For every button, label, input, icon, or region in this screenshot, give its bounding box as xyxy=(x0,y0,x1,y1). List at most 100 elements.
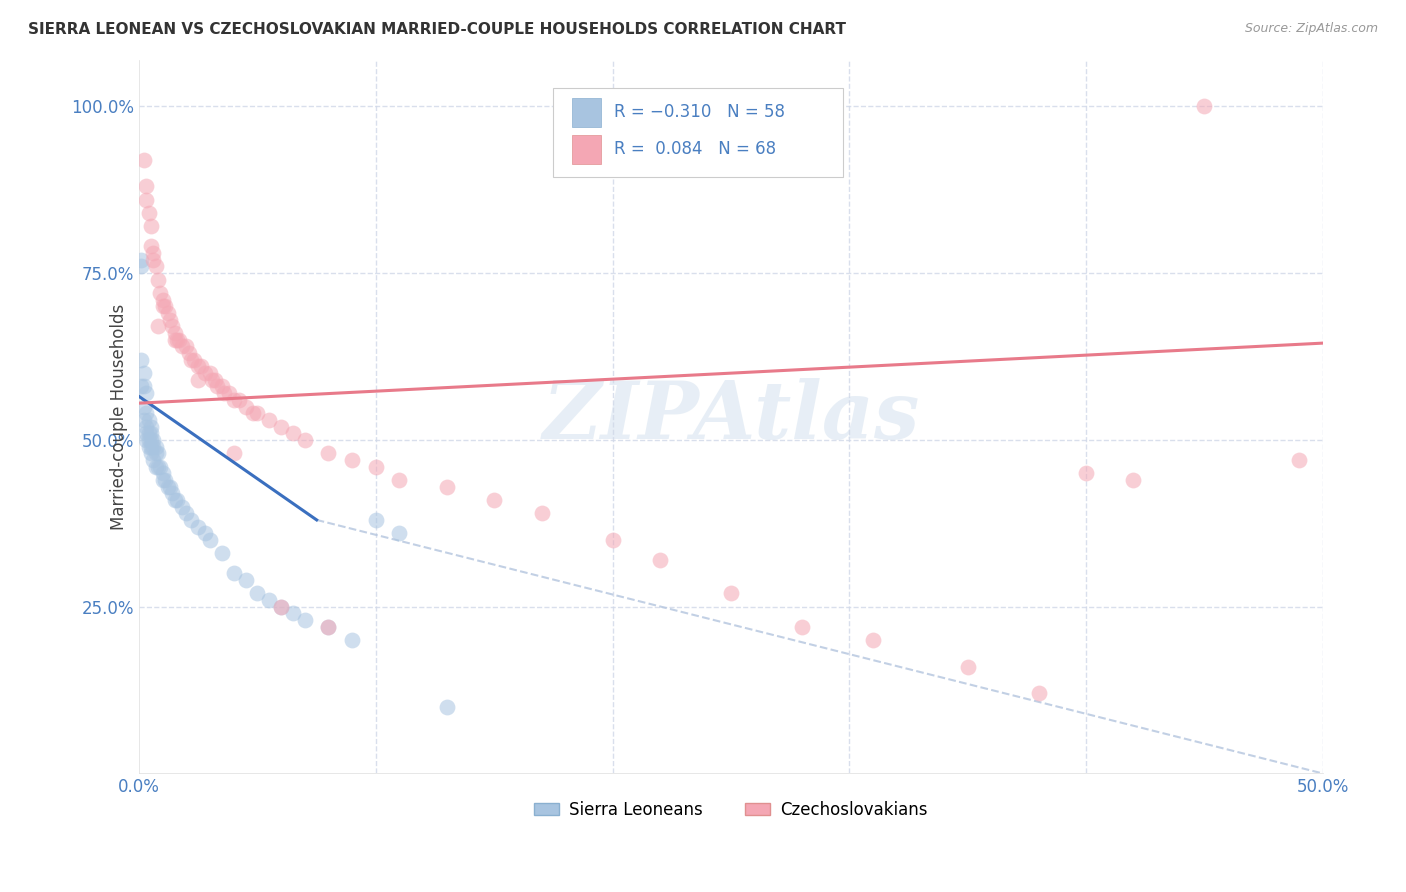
Point xyxy=(235,573,257,587)
Point xyxy=(159,312,181,326)
Point xyxy=(790,620,813,634)
Point xyxy=(145,459,167,474)
Point xyxy=(138,433,160,447)
Point xyxy=(187,359,209,374)
Point xyxy=(149,286,172,301)
Point xyxy=(187,519,209,533)
Point xyxy=(270,599,292,614)
Point xyxy=(139,433,162,447)
Point xyxy=(138,440,160,454)
Point xyxy=(170,339,193,353)
Point xyxy=(530,506,553,520)
Point xyxy=(135,419,157,434)
Point xyxy=(146,273,169,287)
Point xyxy=(235,400,257,414)
Point xyxy=(259,413,281,427)
Point xyxy=(720,586,742,600)
Point xyxy=(131,379,153,393)
Point xyxy=(259,593,281,607)
Point xyxy=(281,426,304,441)
Point xyxy=(1028,686,1050,700)
Point xyxy=(131,252,153,267)
Point xyxy=(176,339,198,353)
Point xyxy=(340,453,363,467)
Point xyxy=(270,599,292,614)
Point xyxy=(163,326,186,340)
Point xyxy=(132,366,155,380)
Point xyxy=(228,392,250,407)
Point xyxy=(183,352,205,367)
Point xyxy=(159,479,181,493)
Point xyxy=(205,379,228,393)
Point xyxy=(270,419,292,434)
Point xyxy=(281,607,304,621)
Point xyxy=(180,352,202,367)
Point xyxy=(222,446,245,460)
Point xyxy=(294,433,316,447)
Point xyxy=(139,446,162,460)
Point xyxy=(1288,453,1310,467)
Point xyxy=(142,246,165,260)
Point xyxy=(364,459,387,474)
Point xyxy=(162,319,184,334)
Text: SIERRA LEONEAN VS CZECHOSLOVAKIAN MARRIED-COUPLE HOUSEHOLDS CORRELATION CHART: SIERRA LEONEAN VS CZECHOSLOVAKIAN MARRIE… xyxy=(28,22,846,37)
Point xyxy=(139,419,162,434)
Point xyxy=(318,620,340,634)
Point xyxy=(340,632,363,647)
Text: Source: ZipAtlas.com: Source: ZipAtlas.com xyxy=(1244,22,1378,36)
Point xyxy=(602,533,624,547)
Point xyxy=(149,459,172,474)
FancyBboxPatch shape xyxy=(572,98,600,127)
Point xyxy=(152,293,174,307)
Point xyxy=(145,446,167,460)
Text: R =  0.084   N = 68: R = 0.084 N = 68 xyxy=(613,140,776,158)
Point xyxy=(152,300,174,314)
Point xyxy=(388,526,411,541)
Point xyxy=(222,392,245,407)
Point xyxy=(142,440,165,454)
Point xyxy=(170,500,193,514)
Point xyxy=(222,566,245,581)
Point xyxy=(145,440,167,454)
Point xyxy=(194,526,217,541)
Point xyxy=(176,506,198,520)
Point xyxy=(204,373,226,387)
Point xyxy=(246,406,269,420)
Point xyxy=(139,440,162,454)
Point xyxy=(131,260,153,274)
Text: ZIPAtlas: ZIPAtlas xyxy=(543,378,920,455)
Point xyxy=(187,373,209,387)
Point xyxy=(194,366,217,380)
Point xyxy=(142,252,165,267)
Point xyxy=(135,386,157,401)
Point xyxy=(152,473,174,487)
Point xyxy=(145,260,167,274)
Point xyxy=(246,586,269,600)
Point xyxy=(135,433,157,447)
Point xyxy=(142,433,165,447)
Point xyxy=(294,613,316,627)
Point xyxy=(152,467,174,481)
Point xyxy=(156,306,179,320)
Point xyxy=(142,453,165,467)
Point xyxy=(139,239,162,253)
Point xyxy=(132,153,155,167)
Point xyxy=(135,193,157,207)
Point xyxy=(201,373,224,387)
Text: R = −0.310   N = 58: R = −0.310 N = 58 xyxy=(613,103,785,120)
Point xyxy=(132,379,155,393)
Point xyxy=(131,352,153,367)
Point xyxy=(1122,473,1144,487)
Point xyxy=(146,446,169,460)
Legend: Sierra Leoneans, Czechoslovakians: Sierra Leoneans, Czechoslovakians xyxy=(527,795,934,826)
Point xyxy=(139,426,162,441)
Point xyxy=(242,406,264,420)
Point xyxy=(862,632,884,647)
Point xyxy=(211,546,233,560)
Point xyxy=(163,492,186,507)
Point xyxy=(153,473,176,487)
Point xyxy=(648,553,671,567)
Point xyxy=(198,366,221,380)
Point xyxy=(436,699,458,714)
FancyBboxPatch shape xyxy=(572,136,600,164)
